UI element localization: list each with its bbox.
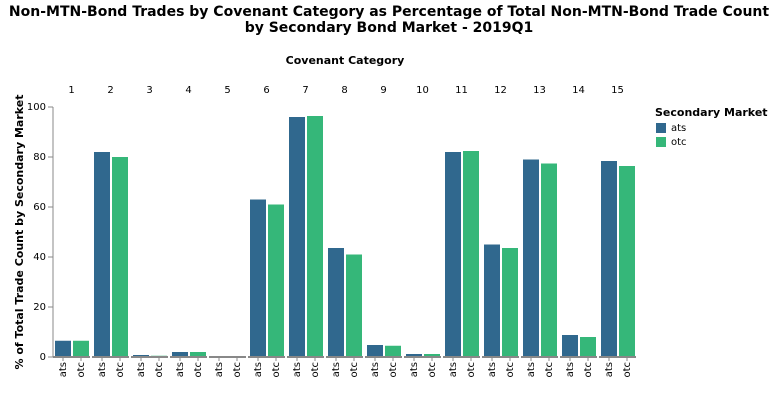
column-label: 2 xyxy=(107,85,113,96)
x-tick-label: otc xyxy=(232,362,243,378)
column-label: 14 xyxy=(572,85,585,96)
chart-title: Non-MTN-Bond Trades by Covenant Category… xyxy=(9,4,769,20)
bar xyxy=(190,352,206,357)
bar xyxy=(406,354,422,357)
x-tick-label: otc xyxy=(349,362,360,378)
x-tick-label: otc xyxy=(271,362,282,378)
bar xyxy=(268,204,284,357)
x-tick-label: otc xyxy=(466,362,477,378)
column-label: 4 xyxy=(185,85,191,96)
legend-label: ats xyxy=(671,123,686,134)
x-tick-label: ats xyxy=(58,362,69,377)
x-tick-label: otc xyxy=(154,362,165,378)
column-label: 6 xyxy=(263,85,269,96)
bar xyxy=(289,117,305,357)
y-axis-label: % of Total Trade Count by Secondary Mark… xyxy=(13,94,26,369)
y-tick-label: 20 xyxy=(33,302,46,313)
y-tick-label: 40 xyxy=(33,252,46,263)
column-label: 7 xyxy=(302,85,308,96)
y-tick-label: 80 xyxy=(33,152,46,163)
x-tick-label: otc xyxy=(583,362,594,378)
x-tick-label: ats xyxy=(409,362,420,377)
column-label: 11 xyxy=(455,85,468,96)
bar xyxy=(172,352,188,357)
x-tick-label: ats xyxy=(565,362,576,377)
bar xyxy=(619,166,635,357)
column-title: Covenant Category xyxy=(286,54,405,67)
column-label: 9 xyxy=(380,85,386,96)
x-tick-label: otc xyxy=(388,362,399,378)
x-tick-label: otc xyxy=(76,362,87,378)
x-tick-label: ats xyxy=(175,362,186,377)
bar xyxy=(424,354,440,357)
y-tick-label: 60 xyxy=(33,202,46,213)
x-tick-label: otc xyxy=(622,362,633,378)
bar xyxy=(73,340,89,357)
y-tick-label: 100 xyxy=(27,102,46,113)
column-label: 15 xyxy=(611,85,624,96)
y-tick-label: 0 xyxy=(40,352,46,363)
bar xyxy=(601,161,617,357)
x-tick-label: ats xyxy=(253,362,264,377)
bar xyxy=(385,345,401,357)
bar xyxy=(307,116,323,357)
column-label: 8 xyxy=(341,85,347,96)
legend-label: otc xyxy=(671,137,687,148)
chart-title: by Secondary Bond Market - 2019Q1 xyxy=(245,20,534,36)
x-tick-label: otc xyxy=(544,362,555,378)
bar xyxy=(523,159,539,357)
bar xyxy=(445,152,461,357)
bar xyxy=(502,248,518,357)
legend-swatch xyxy=(656,123,666,133)
column-label: 3 xyxy=(146,85,152,96)
x-tick-label: ats xyxy=(526,362,537,377)
bar xyxy=(112,157,128,357)
x-tick-label: otc xyxy=(427,362,438,378)
x-tick-label: ats xyxy=(604,362,615,377)
x-tick-label: ats xyxy=(214,362,225,377)
x-tick-label: ats xyxy=(97,362,108,377)
column-label: 5 xyxy=(224,85,230,96)
bar xyxy=(562,335,578,357)
x-tick-label: otc xyxy=(115,362,126,378)
column-label: 1 xyxy=(68,85,74,96)
x-tick-label: ats xyxy=(136,362,147,377)
bar xyxy=(94,152,110,357)
column-label: 12 xyxy=(494,85,507,96)
bar xyxy=(541,163,557,357)
bar xyxy=(346,254,362,357)
x-tick-label: ats xyxy=(292,362,303,377)
legend-title: Secondary Market xyxy=(655,106,768,119)
legend-swatch xyxy=(656,137,666,147)
x-tick-label: ats xyxy=(370,362,381,377)
bar xyxy=(328,248,344,357)
bar xyxy=(55,340,71,357)
bar xyxy=(250,199,266,357)
x-tick-label: otc xyxy=(505,362,516,378)
bar xyxy=(484,244,500,357)
bar xyxy=(580,337,596,357)
x-tick-label: ats xyxy=(487,362,498,377)
bar xyxy=(463,151,479,357)
x-tick-label: otc xyxy=(310,362,321,378)
x-tick-label: ats xyxy=(331,362,342,377)
x-tick-label: otc xyxy=(193,362,204,378)
bar xyxy=(367,345,383,357)
x-tick-label: ats xyxy=(448,362,459,377)
column-label: 10 xyxy=(416,85,429,96)
column-label: 13 xyxy=(533,85,546,96)
